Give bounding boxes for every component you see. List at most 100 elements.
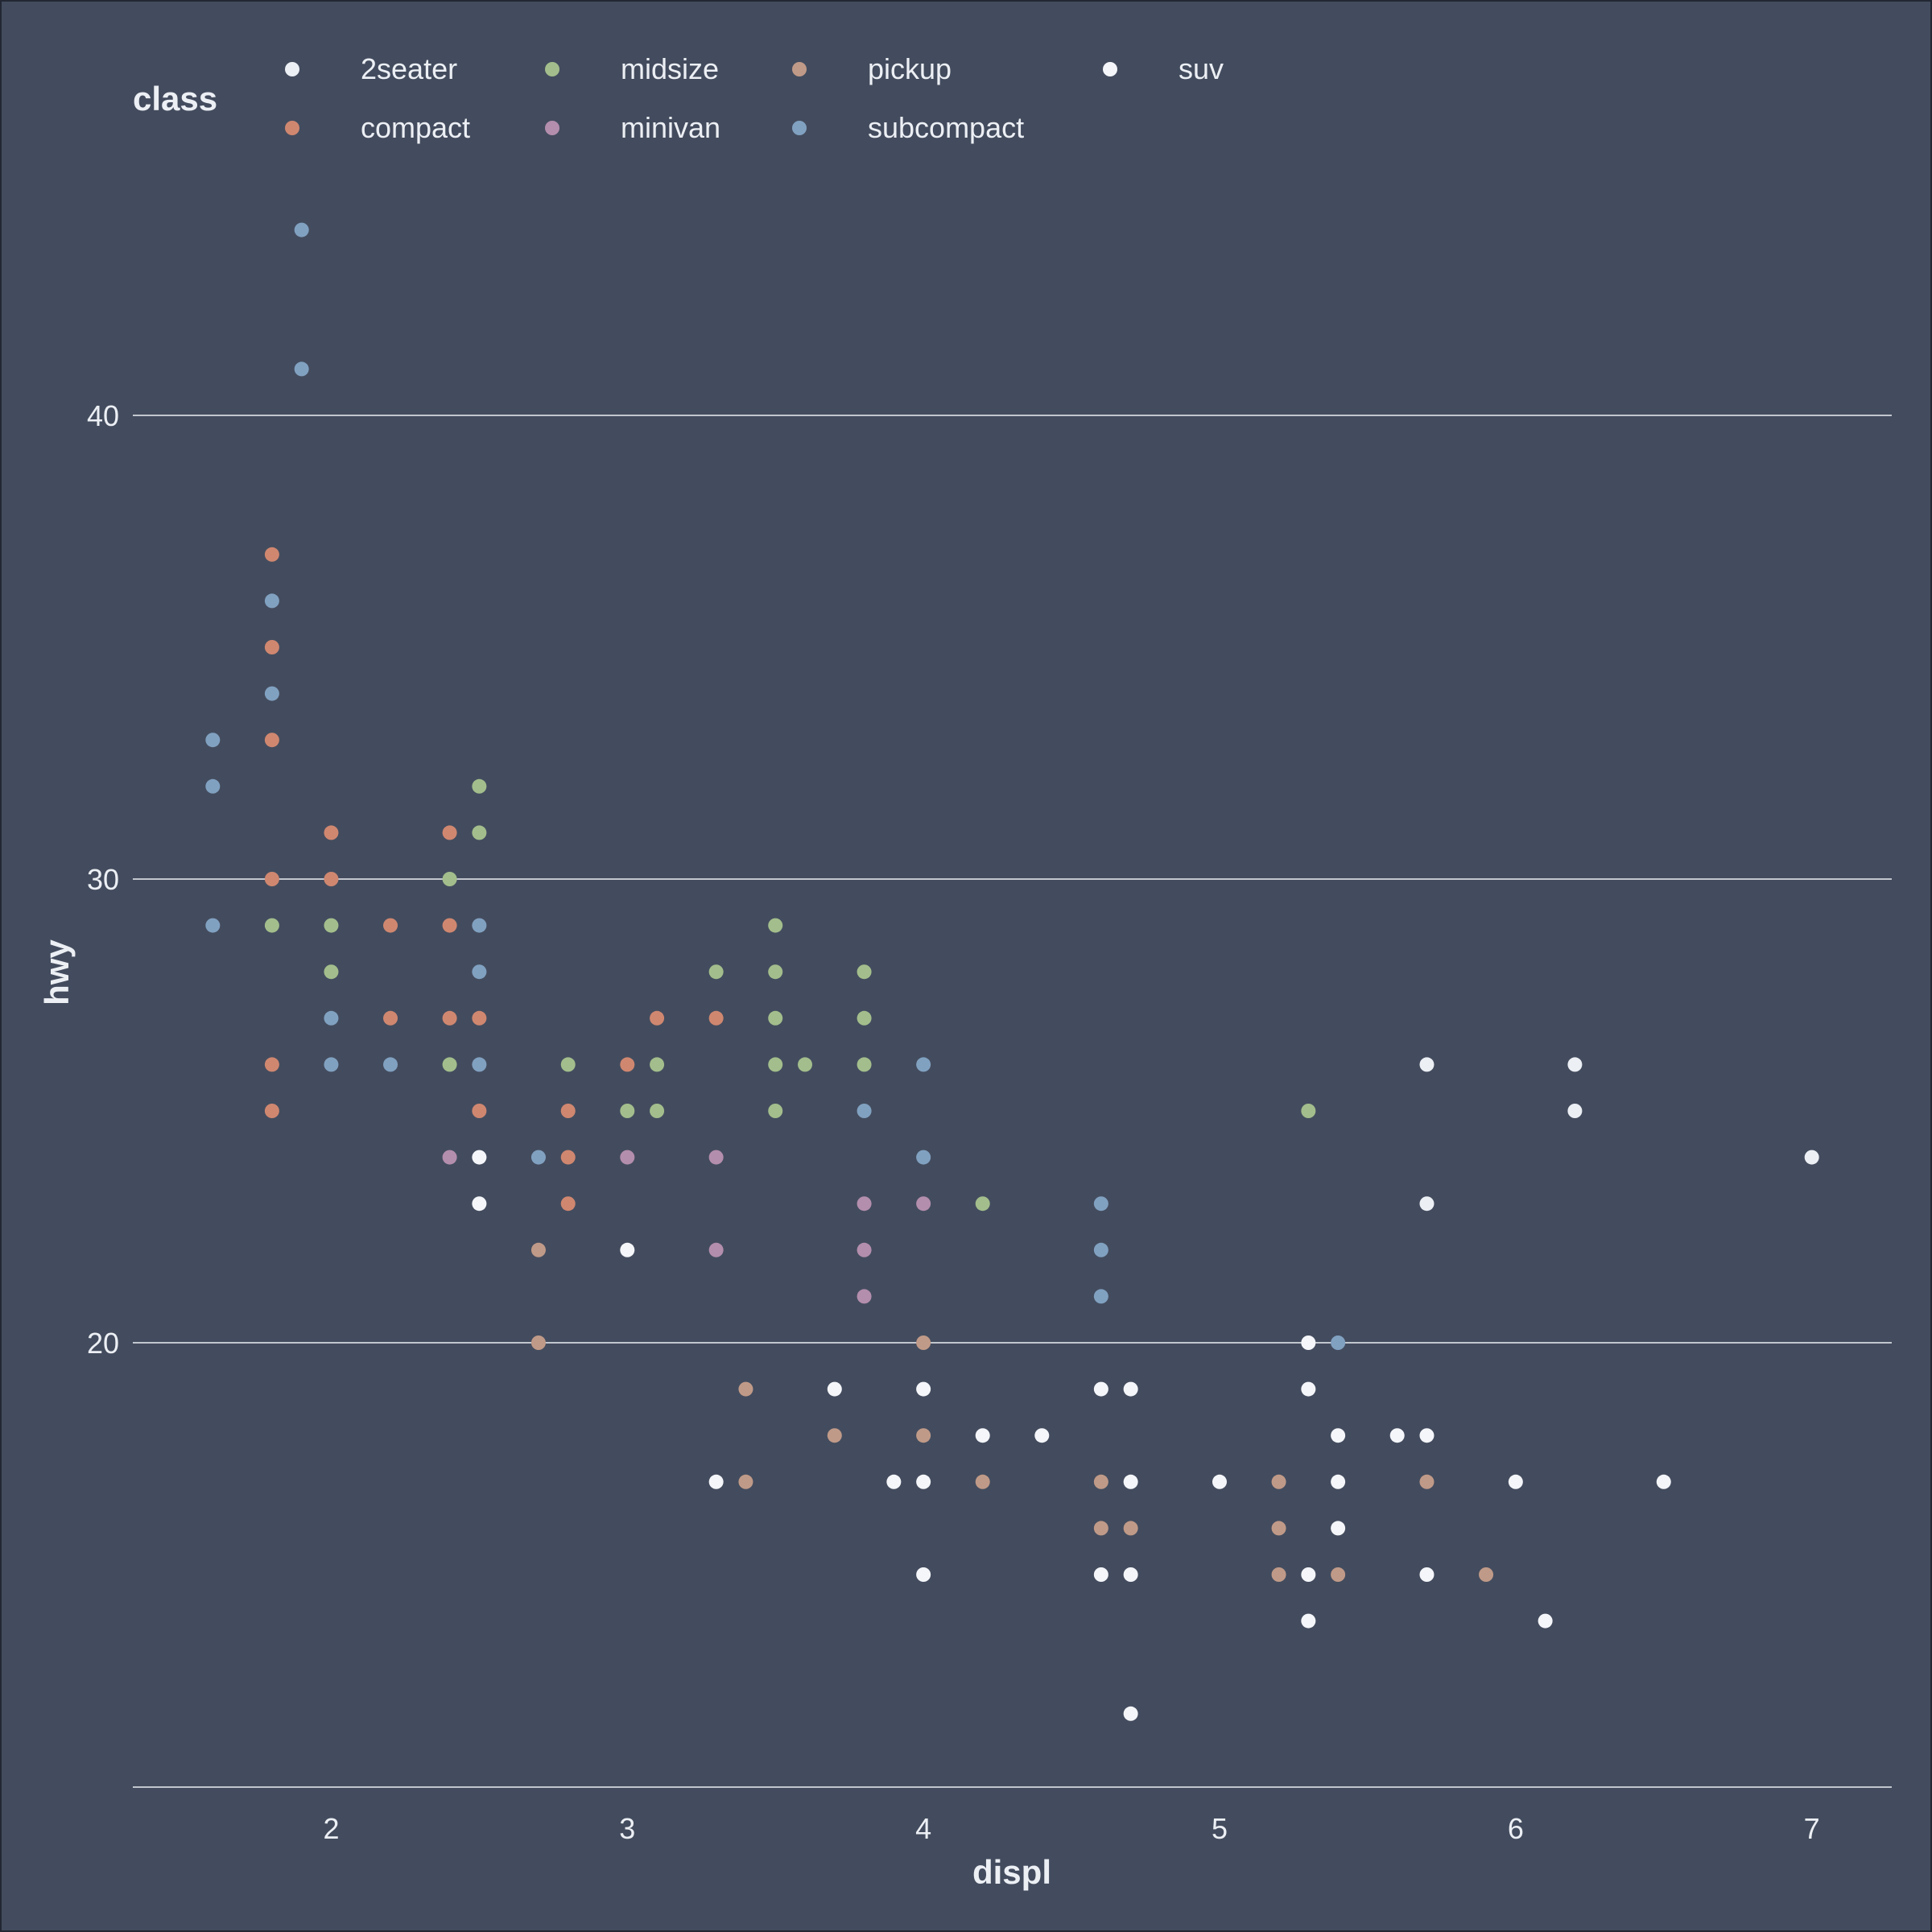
data-point [1093, 1521, 1108, 1536]
data-point [975, 1196, 990, 1212]
data-point [975, 1474, 990, 1489]
data-point [472, 918, 487, 933]
y-tick-label: 30 [87, 863, 119, 896]
data-point [442, 825, 457, 840]
data-point [708, 1010, 724, 1026]
data-point [1301, 1104, 1316, 1118]
data-point [1301, 1567, 1316, 1582]
data-point [1123, 1706, 1138, 1721]
legend-key [545, 62, 559, 76]
data-point [560, 1104, 576, 1118]
data-point [442, 1150, 457, 1165]
data-point [886, 1474, 902, 1489]
data-point [1093, 1381, 1108, 1397]
data-point [1331, 1428, 1346, 1443]
data-point [1656, 1474, 1671, 1489]
data-point [1093, 1474, 1108, 1489]
data-point [472, 1150, 487, 1165]
data-point [650, 1057, 665, 1072]
data-point [1301, 1613, 1316, 1629]
data-point [916, 1567, 931, 1582]
data-point [857, 1289, 872, 1304]
legend-label: 2seater [361, 52, 457, 85]
data-point [1093, 1289, 1108, 1304]
legend-key [1103, 62, 1117, 76]
data-point [650, 1010, 665, 1026]
data-point [1331, 1567, 1346, 1582]
data-point [560, 1150, 576, 1165]
data-point [857, 1010, 872, 1026]
legend-item: minivan [545, 111, 720, 144]
legend-key [285, 121, 299, 135]
data-point [857, 964, 872, 980]
data-point [1093, 1196, 1108, 1212]
data-point [442, 918, 457, 933]
data-point [1331, 1521, 1346, 1536]
data-point [1331, 1335, 1346, 1350]
data-point [205, 778, 221, 794]
data-point [442, 872, 457, 886]
data-point [264, 640, 279, 654]
series-compact [264, 547, 724, 1212]
data-point [1271, 1521, 1286, 1536]
data-point [916, 1150, 931, 1165]
data-point [1419, 1567, 1435, 1582]
data-point [530, 1150, 546, 1165]
legend: class 2seater compact midsize minivan pickup… [133, 52, 1224, 144]
data-point [324, 1010, 339, 1026]
data-point [264, 593, 279, 609]
series-midsize [264, 778, 1316, 1212]
data-point [798, 1057, 813, 1072]
data-point [1123, 1567, 1138, 1582]
grid-lines [133, 415, 1892, 1344]
data-point [324, 872, 339, 886]
data-point [857, 1242, 872, 1257]
data-point [1538, 1613, 1553, 1629]
data-point [1301, 1335, 1316, 1350]
legend-label: midsize [621, 52, 719, 85]
data-point [442, 1057, 457, 1072]
data-point [916, 1428, 931, 1443]
legend-title: class [133, 80, 217, 118]
data-point [620, 1057, 635, 1072]
data-point [857, 1196, 872, 1212]
series-suv [472, 1150, 1671, 1721]
data-point [916, 1335, 931, 1350]
data-point [1567, 1104, 1583, 1118]
data-point [1389, 1428, 1405, 1443]
data-point [1123, 1381, 1138, 1397]
data-point [708, 964, 724, 980]
tick-labels: 20 30 40 2 3 4 5 6 7 [87, 399, 1820, 1845]
data-point [768, 1104, 783, 1118]
data-point [1212, 1474, 1227, 1489]
data-points [205, 222, 1819, 1721]
x-tick-label: 4 [915, 1812, 931, 1845]
data-point [857, 1104, 872, 1118]
legend-key [792, 62, 807, 76]
data-point [1419, 1428, 1435, 1443]
data-point [294, 361, 309, 377]
x-tick-label: 7 [1804, 1812, 1820, 1845]
data-point [530, 1335, 546, 1350]
data-point [768, 964, 783, 980]
data-point [264, 918, 279, 933]
data-point [916, 1196, 931, 1212]
data-point [264, 733, 279, 748]
legend-item: subcompact [792, 111, 1024, 144]
data-point [383, 1057, 398, 1072]
data-point [1271, 1474, 1286, 1489]
x-tick-label: 3 [619, 1812, 635, 1845]
data-point [1123, 1521, 1138, 1536]
data-point [472, 825, 487, 840]
data-point [324, 825, 339, 840]
data-point [1034, 1428, 1050, 1443]
data-point [738, 1474, 753, 1489]
data-point [1419, 1196, 1435, 1212]
data-point [857, 1057, 872, 1072]
data-point [1093, 1242, 1108, 1257]
data-point [264, 686, 279, 701]
data-point [650, 1104, 665, 1118]
data-point [738, 1381, 753, 1397]
legend-label: suv [1179, 52, 1224, 85]
